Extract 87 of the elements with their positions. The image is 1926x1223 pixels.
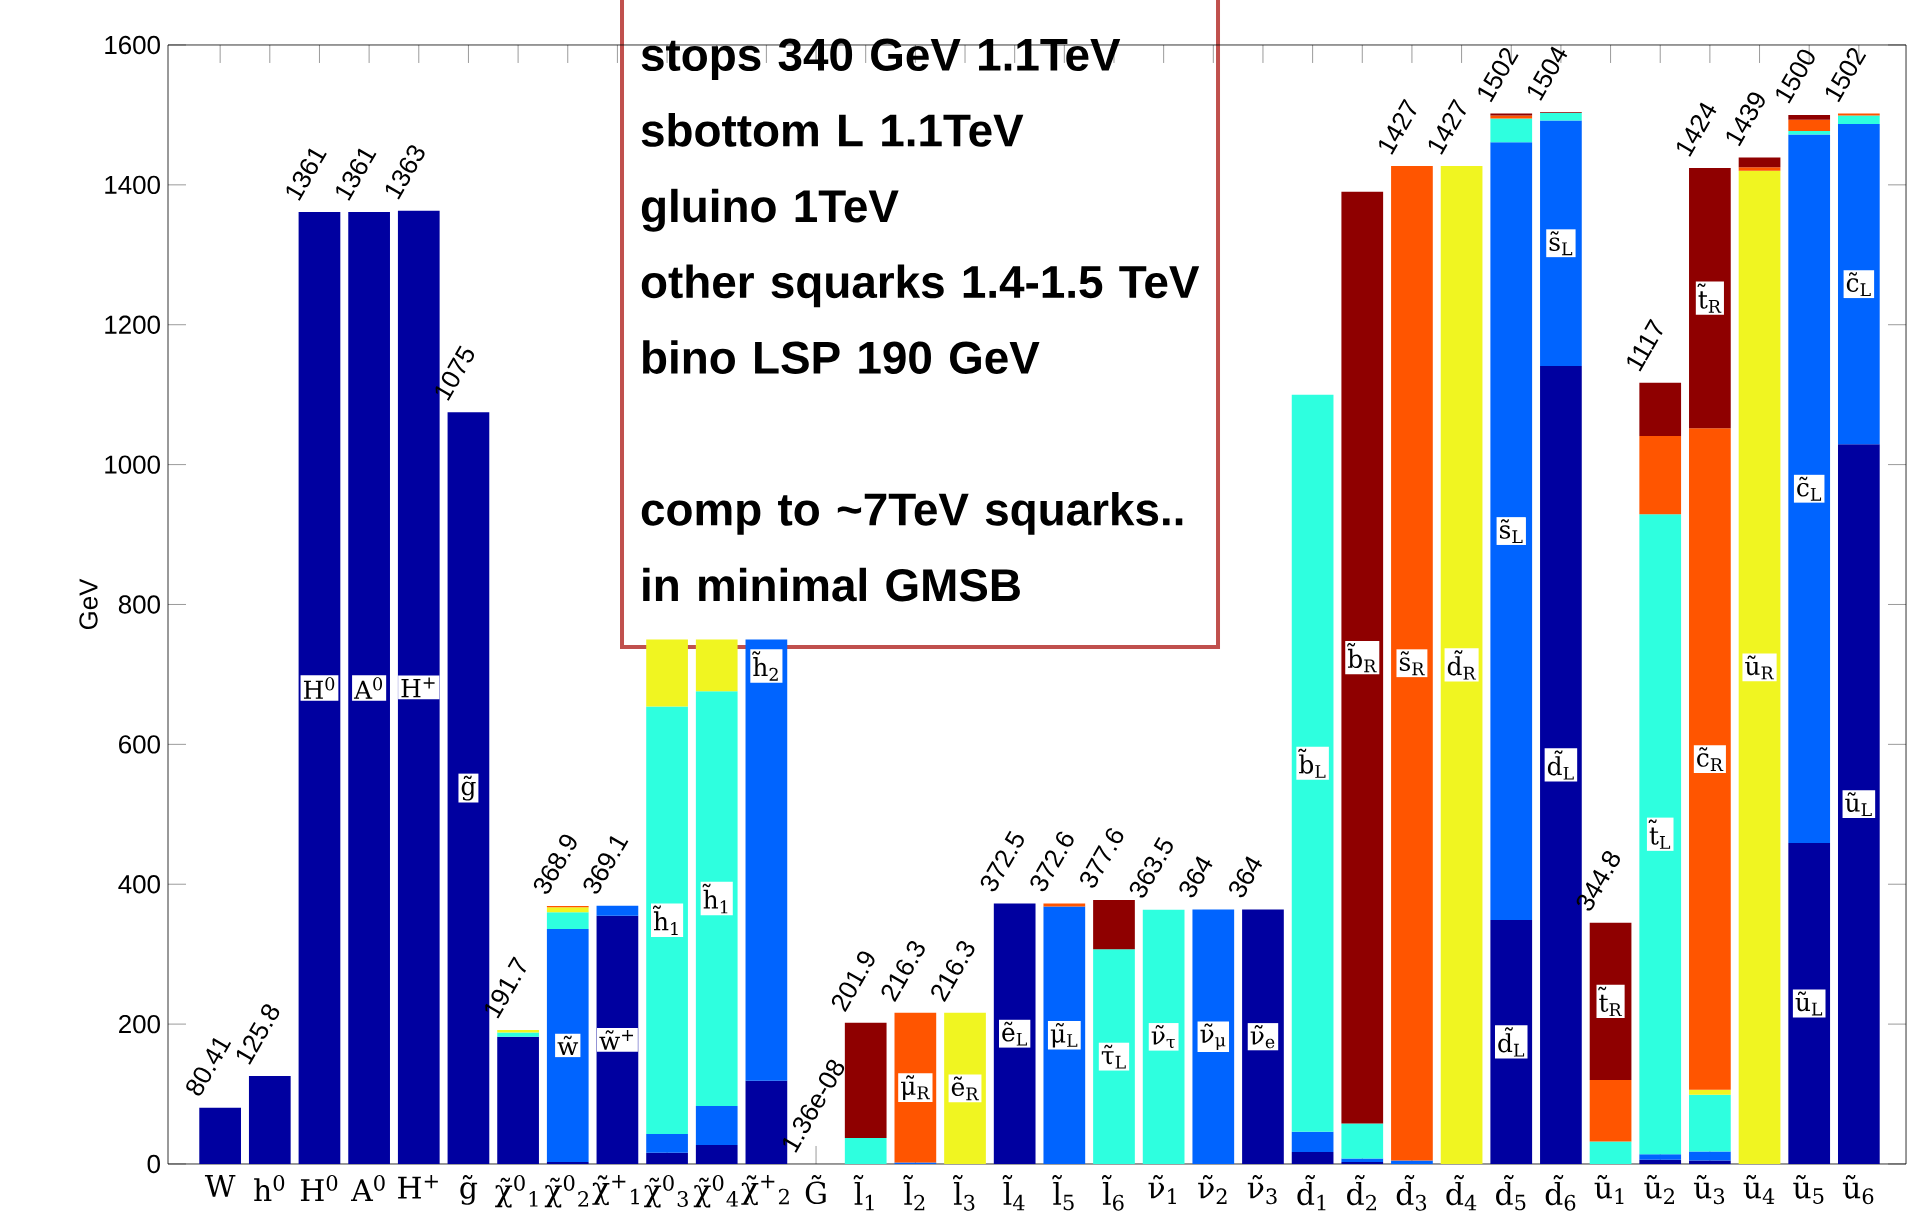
total-label: 364 xyxy=(1179,856,1213,898)
x-tick-label: χ̃$^{+}$1 xyxy=(592,1175,639,1206)
annotation: comp to ~7TeV squarks.. xyxy=(641,492,1183,535)
annotation: c̃$_{L}$ xyxy=(1797,476,1822,501)
annotation: ν̃$_{e}$ xyxy=(1250,1025,1275,1049)
annotation: gluino 1TeV xyxy=(641,188,899,232)
annotation: h̃$_{2}$ xyxy=(752,651,778,681)
x-tick-label: h$^{0}$ xyxy=(254,1175,285,1201)
x-tick-label: G̃ xyxy=(805,1175,826,1205)
x-tick-label: H$^{+}$ xyxy=(398,1175,438,1199)
annotation: g̃ xyxy=(461,775,476,801)
annotation: other squarks 1.4-1.5 TeV xyxy=(641,264,1200,308)
annotation: h̃$_{1}$ xyxy=(652,905,678,935)
x-tick-label: A$^{0}$ xyxy=(350,1175,385,1201)
x-tick-label: ν̃$_{3}$ xyxy=(1247,1175,1277,1205)
annotation: d̃$_{L}$ xyxy=(1498,1027,1525,1057)
annotation: s̃$_{L}$ xyxy=(1499,519,1523,543)
annotation: sbottom L 1.1TeV xyxy=(641,113,1024,147)
x-tick-label: l̃$_{5}$ xyxy=(1052,1175,1074,1211)
y-tick-label: 400 xyxy=(118,875,160,894)
annotation: ẽ$_{L}$ xyxy=(1002,1021,1027,1046)
annotation: H$^{0}$ xyxy=(303,677,335,699)
y-tick-label: 1600 xyxy=(105,35,160,55)
x-tick-label: χ̃$^{+}$2 xyxy=(741,1175,789,1206)
total-label: 364 xyxy=(1229,856,1263,898)
x-tick-label: l̃$_{1}$ xyxy=(853,1175,874,1211)
x-tick-label: ũ$_{6}$ xyxy=(1842,1175,1874,1205)
x-tick-label: l̃$_{2}$ xyxy=(903,1175,925,1211)
x-tick-label: χ̃$^{0}$1 xyxy=(495,1175,538,1208)
x-tick-label: d̃$_{1}$ xyxy=(1297,1175,1326,1211)
annotation: d̃$_{L}$ xyxy=(1547,750,1574,780)
x-tick-label: ũ$_{3}$ xyxy=(1693,1175,1725,1205)
annotation: w̃ xyxy=(557,1035,579,1056)
y-tick-label: 1000 xyxy=(105,455,160,474)
x-tick-label: d̃$_{5}$ xyxy=(1496,1175,1526,1211)
annotation: b̃$_{R}$ xyxy=(1347,643,1377,673)
annotation: μ̃$_{R}$ xyxy=(901,1075,930,1100)
annotation: s̃$_{L}$ xyxy=(1549,231,1573,256)
annotation: ũ$_{L}$ xyxy=(1845,792,1872,817)
annotation: h̃$_{1}$ xyxy=(702,883,728,914)
x-tick-label: χ̃$^{0}$4 xyxy=(693,1175,739,1208)
annotation: t̃$_{L}$ xyxy=(1648,819,1671,849)
x-tick-label: l̃$_{4}$ xyxy=(1002,1175,1025,1211)
x-tick-label: d̃$_{2}$ xyxy=(1347,1175,1376,1211)
x-tick-label: ũ$_{4}$ xyxy=(1743,1175,1775,1204)
annotation: t̃$_{R}$ xyxy=(1598,986,1623,1017)
x-tick-label: H$^{0}$ xyxy=(300,1175,338,1201)
annotation: τ̃$_{L}$ xyxy=(1101,1044,1126,1069)
x-tick-label: d̃$_{4}$ xyxy=(1446,1175,1477,1211)
annotation: ẽ$_{R}$ xyxy=(951,1076,979,1101)
x-tick-label: ν̃$_{2}$ xyxy=(1198,1175,1227,1204)
annotation: c̃$_{R}$ xyxy=(1697,747,1724,771)
annotation: A$^{0}$ xyxy=(353,677,383,699)
x-tick-label: ν̃$_{1}$ xyxy=(1148,1175,1176,1204)
x-tick-label: l̃$_{3}$ xyxy=(952,1175,975,1211)
x-tick-label: d̃$_{6}$ xyxy=(1545,1175,1576,1211)
annotation: w̃$^{+}$ xyxy=(599,1030,634,1050)
y-tick-label: 0 xyxy=(147,1154,160,1174)
annotation: stops 340 GeV 1.1TeV xyxy=(641,38,1121,81)
x-tick-label: g̃ xyxy=(460,1175,478,1205)
annotation: s̃$_{R}$ xyxy=(1399,651,1425,676)
annotation: H$^{+}$ xyxy=(401,677,435,698)
annotation: bino LSP 190 GeV xyxy=(643,340,1040,374)
annotation: t̃$_{R}$ xyxy=(1697,283,1722,313)
annotation: ν̃$_{τ}$ xyxy=(1151,1025,1175,1049)
annotation: ũ$_{R}$ xyxy=(1745,655,1775,680)
x-tick-label: W xyxy=(204,1175,236,1197)
x-tick-label: ũ$_{1}$ xyxy=(1594,1175,1624,1204)
y-axis-title: GeV xyxy=(79,578,98,630)
annotation: ũ$_{L}$ xyxy=(1795,991,1823,1016)
x-tick-label: ũ$_{2}$ xyxy=(1644,1175,1674,1204)
annotation: in minimal GMSB xyxy=(643,567,1020,602)
x-tick-label: l̃$_{6}$ xyxy=(1101,1175,1124,1211)
x-tick-label: ũ$_{5}$ xyxy=(1793,1175,1824,1204)
y-tick-label: 600 xyxy=(119,735,160,754)
annotation: μ̃$_{L}$ xyxy=(1050,1023,1078,1048)
y-tick-label: 200 xyxy=(119,1014,160,1034)
y-tick-label: 800 xyxy=(118,595,160,614)
annotation: c̃$_{L}$ xyxy=(1846,272,1871,297)
x-tick-label: d̃$_{3}$ xyxy=(1396,1175,1427,1211)
y-tick-label: 1400 xyxy=(105,175,160,195)
annotation: d̃$_{R}$ xyxy=(1447,650,1477,680)
annotation: b̃$_{L}$ xyxy=(1298,748,1326,778)
x-tick-label: χ̃$^{0}$2 xyxy=(544,1175,589,1208)
annotation: ν̃$_{μ}$ xyxy=(1200,1023,1226,1050)
x-tick-label: χ̃$^{0}$3 xyxy=(644,1175,688,1208)
y-tick-label: 1200 xyxy=(105,315,160,334)
